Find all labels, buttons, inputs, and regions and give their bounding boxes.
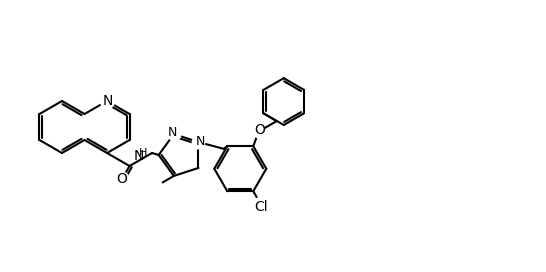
Text: N: N: [134, 149, 144, 162]
Text: H: H: [139, 147, 147, 157]
Text: O: O: [254, 123, 265, 137]
Text: N: N: [168, 126, 177, 138]
Text: N: N: [196, 135, 205, 148]
Text: N: N: [103, 94, 113, 108]
Text: O: O: [116, 172, 127, 186]
Text: Cl: Cl: [254, 200, 268, 214]
